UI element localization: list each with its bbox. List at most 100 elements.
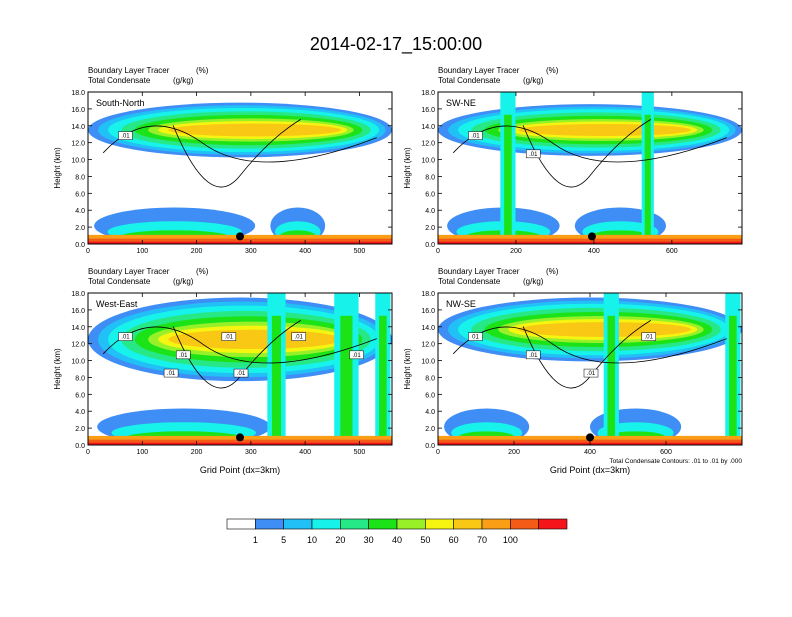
contour-label-box <box>291 332 307 341</box>
contour-label: .01 <box>225 335 234 341</box>
y-tick-label: 18.0 <box>71 291 85 298</box>
contour-label: .01 <box>179 353 188 359</box>
colorbar-swatch <box>368 518 398 530</box>
contour-line <box>102 125 377 163</box>
x-tick-label: 100 <box>136 449 148 456</box>
field-shading <box>88 92 392 244</box>
x-tick-label: 300 <box>245 449 257 456</box>
y-tick-label: 12.0 <box>71 342 85 349</box>
panel-nw-se: 01 .01 .01 .01 0.0 2.0 4.0 6.0 8.0 10.0 12.0 14.0 16… <box>403 267 743 475</box>
x-tick-label: 200 <box>510 248 522 255</box>
contour-label: .01 <box>295 335 304 341</box>
y-tick-label: 14.0 <box>71 124 85 131</box>
plot-frame <box>87 292 393 446</box>
y-tick-label: 6.0 <box>425 191 435 198</box>
x-tick-label: 200 <box>191 248 203 255</box>
x-tick-label: 200 <box>191 449 203 456</box>
plot-frame <box>87 91 393 245</box>
y-tick-label: 0.0 <box>425 242 435 249</box>
cloud-layer <box>168 329 341 350</box>
y-tick-label: 8.0 <box>425 174 435 181</box>
y-tick-label: 6.0 <box>75 191 85 198</box>
updraft-column <box>379 315 387 445</box>
y-tick-label: 18.0 <box>71 90 85 97</box>
y-tick-label: 4.0 <box>75 409 85 416</box>
y-tick-label: 18.0 <box>421 90 435 97</box>
x-tick-label: 600 <box>666 248 678 255</box>
contour-label: .01 <box>587 371 596 377</box>
y-tick-label: 8.0 <box>75 174 85 181</box>
contour-line <box>452 125 727 163</box>
boundary-layer <box>88 238 392 244</box>
y-tick-label: 16.0 <box>421 107 435 114</box>
y-tick-label: 10.0 <box>71 359 85 366</box>
plot-frame <box>437 91 743 245</box>
colorbar-label: 5 <box>281 535 286 545</box>
y-tick-label: 8.0 <box>75 375 85 382</box>
y-tick-label: 2.0 <box>425 426 435 433</box>
colorbar-label: 1 <box>253 535 258 545</box>
x-tick-label: 0 <box>436 248 440 255</box>
x-axis-label: Grid Point (dx=3km) <box>200 465 280 475</box>
boundary-layer <box>88 442 392 445</box>
location-marker <box>586 433 594 442</box>
panel-label: NW-SE <box>446 299 476 309</box>
panels: .010.02.04.06.08.010.012.014.016.018.00 1… <box>53 66 743 475</box>
contour-line <box>172 119 302 188</box>
location-marker <box>587 232 596 241</box>
y-axis-label: Height (km) <box>403 348 412 390</box>
cloud-layer <box>518 124 691 136</box>
colorbar-label: 100 <box>503 535 518 545</box>
location-marker <box>236 232 244 241</box>
y-tick-label: 10.0 <box>71 158 85 165</box>
colorbar-swatch <box>396 518 426 530</box>
y-tick-label: 10.0 <box>421 359 435 366</box>
contour-label-box <box>525 149 541 159</box>
cloud-layer <box>168 123 341 137</box>
x-tick-label: 400 <box>584 449 596 456</box>
boundary-layer <box>88 439 392 445</box>
contour-label: .01 <box>471 134 480 140</box>
panel-title-condensate: Total Condensate <box>438 76 501 85</box>
contour-label: 01 <box>472 335 479 341</box>
field-shading <box>438 92 742 244</box>
contour-label-box <box>525 350 541 360</box>
updraft-column <box>607 315 616 445</box>
contour-label-box <box>583 368 599 378</box>
contour-label-box <box>468 332 483 341</box>
colorbar-label: 30 <box>364 535 374 545</box>
panel-west-east: .01 .01 .01 .01 .01 .01 .01 0.0 2.0 4.0 6.0 8.0 10.0… <box>53 267 393 475</box>
field-shading <box>88 293 392 445</box>
panel-units-condensate: (g/kg) <box>173 76 194 85</box>
colorbar-label: 60 <box>449 535 459 545</box>
y-tick-label: 14.0 <box>421 325 435 332</box>
contour-line <box>102 326 377 364</box>
colorbar-label: 20 <box>335 535 345 545</box>
y-tick-label: 16.0 <box>71 107 85 114</box>
x-tick-label: 0 <box>86 449 90 456</box>
y-tick-label: 8.0 <box>425 375 435 382</box>
contour-label-box <box>468 131 483 140</box>
contour-label: .01 <box>529 353 538 359</box>
colorbar-label: 40 <box>392 535 402 545</box>
updraft-column <box>271 315 282 445</box>
contour-label-box <box>349 350 364 360</box>
y-axis-label: Height (km) <box>53 147 62 189</box>
y-tick-label: 16.0 <box>421 308 435 315</box>
colorbar-swatch <box>311 518 341 530</box>
y-tick-label: 4.0 <box>425 208 435 215</box>
panel-label: South-North <box>96 98 145 108</box>
contour-lines <box>452 119 727 188</box>
panel-title-tracer: Boundary Layer Tracer <box>88 267 170 276</box>
contour-line <box>522 119 652 188</box>
panel-units-condensate: (g/kg) <box>523 277 544 286</box>
y-tick-label: 0.0 <box>75 242 85 249</box>
panel-units-tracer: (%) <box>196 267 209 276</box>
contour-label-box <box>118 131 133 140</box>
panel-title-tracer: Boundary Layer Tracer <box>88 66 170 75</box>
colorbar-swatch <box>510 518 539 530</box>
x-tick-label: 600 <box>660 449 672 456</box>
contour-label-box <box>175 350 191 360</box>
x-tick-label: 0 <box>436 449 440 456</box>
contour-label-box <box>233 368 249 378</box>
